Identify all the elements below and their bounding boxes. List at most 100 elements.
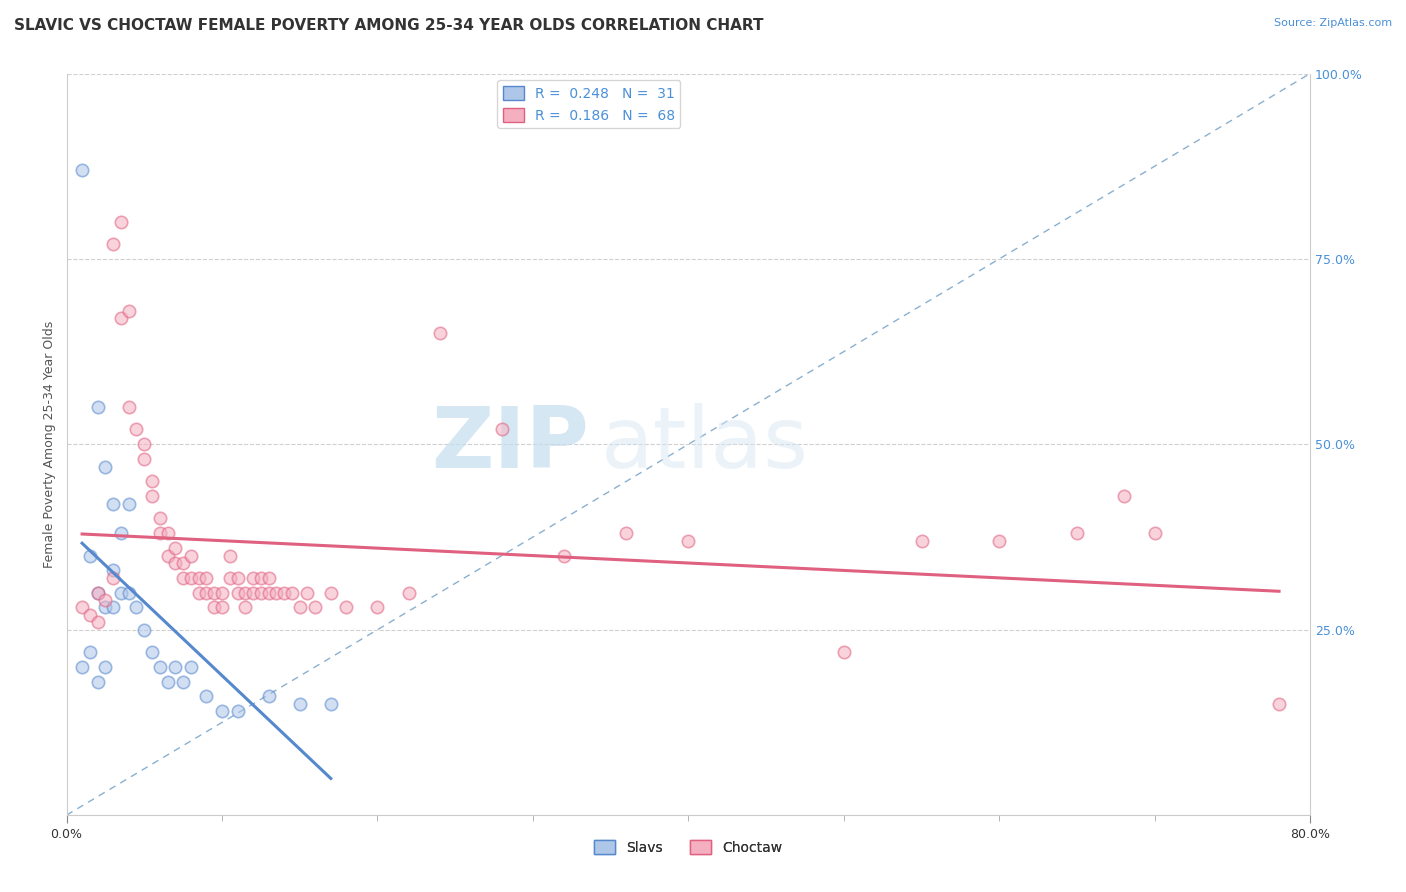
- Point: [125, 422, 148, 436]
- Point: [86, 585, 108, 599]
- Point: [281, 585, 304, 599]
- Point: [218, 571, 240, 585]
- Point: [257, 690, 280, 704]
- Point: [118, 497, 141, 511]
- Point: [257, 585, 280, 599]
- Point: [226, 704, 249, 718]
- Point: [165, 556, 187, 570]
- Point: [110, 585, 132, 599]
- Point: [211, 585, 233, 599]
- Point: [70, 660, 93, 674]
- Point: [233, 585, 256, 599]
- Point: [79, 645, 101, 659]
- Point: [226, 571, 249, 585]
- Point: [250, 571, 273, 585]
- Point: [86, 585, 108, 599]
- Point: [134, 452, 156, 467]
- Point: [79, 549, 101, 563]
- Point: [110, 526, 132, 541]
- Point: [266, 585, 288, 599]
- Point: [211, 600, 233, 615]
- Point: [70, 163, 93, 178]
- Point: [297, 585, 319, 599]
- Point: [288, 600, 311, 615]
- Point: [195, 571, 218, 585]
- Point: [273, 585, 295, 599]
- Point: [101, 563, 124, 577]
- Point: [141, 489, 163, 503]
- Point: [172, 674, 194, 689]
- Point: [304, 600, 326, 615]
- Point: [288, 697, 311, 711]
- Point: [553, 549, 575, 563]
- Point: [118, 401, 141, 415]
- Point: [94, 459, 117, 474]
- Point: [1066, 526, 1088, 541]
- Point: [94, 593, 117, 607]
- Point: [187, 585, 209, 599]
- Point: [94, 600, 117, 615]
- Point: [118, 585, 141, 599]
- Legend: Slavs, Choctaw: Slavs, Choctaw: [589, 834, 789, 860]
- Point: [202, 585, 225, 599]
- Point: [218, 549, 240, 563]
- Point: [180, 571, 202, 585]
- Point: [180, 660, 202, 674]
- Point: [110, 311, 132, 326]
- Point: [101, 497, 124, 511]
- Point: [226, 585, 249, 599]
- Point: [233, 600, 256, 615]
- Point: [101, 237, 124, 252]
- Point: [141, 475, 163, 489]
- Point: [242, 571, 264, 585]
- Point: [988, 533, 1011, 548]
- Point: [172, 571, 194, 585]
- Point: [86, 615, 108, 630]
- Point: [134, 623, 156, 637]
- Text: atlas: atlas: [602, 403, 810, 486]
- Point: [125, 600, 148, 615]
- Point: [257, 571, 280, 585]
- Text: SLAVIC VS CHOCTAW FEMALE POVERTY AMONG 25-34 YEAR OLDS CORRELATION CHART: SLAVIC VS CHOCTAW FEMALE POVERTY AMONG 2…: [14, 18, 763, 33]
- Point: [678, 533, 700, 548]
- Text: ZIP: ZIP: [432, 403, 589, 486]
- Point: [156, 549, 179, 563]
- Point: [101, 600, 124, 615]
- Point: [195, 690, 218, 704]
- Point: [118, 303, 141, 318]
- Point: [211, 704, 233, 718]
- Point: [156, 526, 179, 541]
- Point: [335, 600, 357, 615]
- Point: [86, 674, 108, 689]
- Y-axis label: Female Poverty Among 25-34 Year Olds: Female Poverty Among 25-34 Year Olds: [44, 321, 56, 568]
- Point: [319, 585, 342, 599]
- Point: [398, 585, 420, 599]
- Point: [491, 422, 513, 436]
- Point: [134, 437, 156, 451]
- Text: Source: ZipAtlas.com: Source: ZipAtlas.com: [1274, 18, 1392, 28]
- Point: [156, 674, 179, 689]
- Point: [429, 326, 451, 340]
- Point: [141, 645, 163, 659]
- Point: [101, 571, 124, 585]
- Point: [242, 585, 264, 599]
- Point: [70, 600, 93, 615]
- Point: [86, 401, 108, 415]
- Point: [319, 697, 342, 711]
- Point: [172, 556, 194, 570]
- Point: [195, 585, 218, 599]
- Point: [110, 215, 132, 229]
- Point: [202, 600, 225, 615]
- Point: [180, 549, 202, 563]
- Point: [149, 526, 172, 541]
- Point: [1112, 489, 1135, 503]
- Point: [149, 511, 172, 525]
- Point: [910, 533, 932, 548]
- Point: [165, 541, 187, 556]
- Point: [250, 585, 273, 599]
- Point: [366, 600, 388, 615]
- Point: [94, 660, 117, 674]
- Point: [187, 571, 209, 585]
- Point: [165, 660, 187, 674]
- Point: [832, 645, 855, 659]
